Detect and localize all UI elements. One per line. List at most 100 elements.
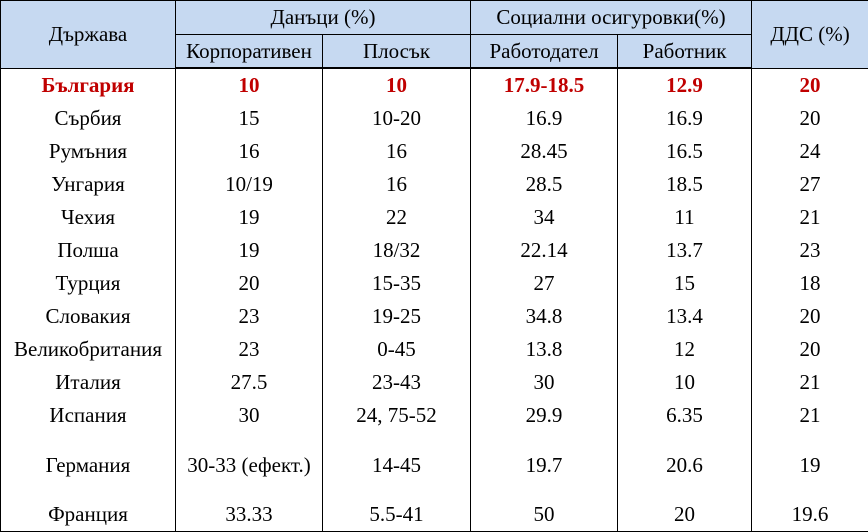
value-cell: 12	[618, 333, 752, 366]
country-cell: Полша	[1, 234, 176, 267]
value-cell: 20	[752, 300, 868, 333]
value-cell: 16.9	[618, 102, 752, 135]
value-cell: 15-35	[323, 267, 471, 300]
value-cell: 20	[176, 267, 323, 300]
value-cell: 30	[471, 366, 618, 399]
value-cell: 22.14	[471, 234, 618, 267]
value-cell: 0-45	[323, 333, 471, 366]
value-cell: 27	[471, 267, 618, 300]
value-cell: 13.7	[618, 234, 752, 267]
value-cell: 24	[752, 135, 868, 168]
value-cell: 33.33	[176, 498, 323, 532]
value-cell: 50	[471, 498, 618, 532]
value-cell: 10	[323, 68, 471, 102]
value-cell: 20	[752, 333, 868, 366]
value-cell: 17.9-18.5	[471, 68, 618, 102]
value-cell: 20	[618, 498, 752, 532]
table-header: Държава Данъци (%) Социални осигуровки(%…	[1, 1, 868, 69]
value-cell: 28.45	[471, 135, 618, 168]
value-cell: 19	[752, 432, 868, 498]
value-cell: 27	[752, 168, 868, 201]
subheader-cell: Корпоративен	[176, 35, 323, 69]
value-cell: 11	[618, 201, 752, 234]
value-cell: 22	[323, 201, 471, 234]
value-cell: 15	[618, 267, 752, 300]
value-cell: 20.6	[618, 432, 752, 498]
value-cell: 23-43	[323, 366, 471, 399]
value-cell: 10	[176, 68, 323, 102]
value-cell: 6.35	[618, 399, 752, 432]
country-cell: Румъния	[1, 135, 176, 168]
country-cell: Франция	[1, 498, 176, 532]
subheader-cell: Работник	[618, 35, 752, 69]
value-cell: 21	[752, 201, 868, 234]
value-cell: 19	[176, 234, 323, 267]
value-cell: 14-45	[323, 432, 471, 498]
value-cell: 30-33 (ефект.)	[176, 432, 323, 498]
value-cell: 5.5-41	[323, 498, 471, 532]
value-cell: 16	[176, 135, 323, 168]
value-cell: 16.9	[471, 102, 618, 135]
country-cell: Унгария	[1, 168, 176, 201]
value-cell: 13.4	[618, 300, 752, 333]
value-cell: 10/19	[176, 168, 323, 201]
value-cell: 27.5	[176, 366, 323, 399]
value-cell: 18.5	[618, 168, 752, 201]
value-cell: 23	[176, 300, 323, 333]
value-cell: 20	[752, 68, 868, 102]
value-cell: 23	[176, 333, 323, 366]
value-cell: 21	[752, 366, 868, 399]
value-cell: 28.5	[471, 168, 618, 201]
value-cell: 19.7	[471, 432, 618, 498]
value-cell: 19-25	[323, 300, 471, 333]
value-cell: 18/32	[323, 234, 471, 267]
header-cell: Данъци (%)	[176, 1, 471, 35]
header-cell: Държава	[1, 1, 176, 69]
value-cell: 34.8	[471, 300, 618, 333]
value-cell: 30	[176, 399, 323, 432]
value-cell: 29.9	[471, 399, 618, 432]
value-cell: 16	[323, 135, 471, 168]
value-cell: 13.8	[471, 333, 618, 366]
value-cell: 18	[752, 267, 868, 300]
value-cell: 19.6	[752, 498, 868, 532]
country-cell: Чехия	[1, 201, 176, 234]
subheader-cell: Плосък	[323, 35, 471, 69]
country-cell: България	[1, 68, 176, 102]
value-cell: 16	[323, 168, 471, 201]
country-cell: Германия	[1, 432, 176, 498]
country-cell: Словакия	[1, 300, 176, 333]
value-cell: 23	[752, 234, 868, 267]
country-cell: Турция	[1, 267, 176, 300]
country-cell: Италия	[1, 366, 176, 399]
value-cell: 21	[752, 399, 868, 432]
country-cell: Великобритания	[1, 333, 176, 366]
value-cell: 24, 75-52	[323, 399, 471, 432]
value-cell: 16.5	[618, 135, 752, 168]
value-cell: 34	[471, 201, 618, 234]
value-cell: 15	[176, 102, 323, 135]
value-cell: 12.9	[618, 68, 752, 102]
header-cell: ДДС (%)	[752, 1, 868, 69]
value-cell: 19	[176, 201, 323, 234]
header-cell: Социални осигуровки(%)	[471, 1, 752, 35]
country-cell: Испания	[1, 399, 176, 432]
value-cell: 10	[618, 366, 752, 399]
subheader-cell: Работодател	[471, 35, 618, 69]
